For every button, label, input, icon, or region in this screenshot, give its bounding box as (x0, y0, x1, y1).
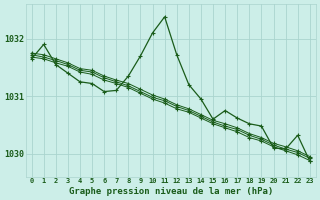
X-axis label: Graphe pression niveau de la mer (hPa): Graphe pression niveau de la mer (hPa) (68, 187, 273, 196)
